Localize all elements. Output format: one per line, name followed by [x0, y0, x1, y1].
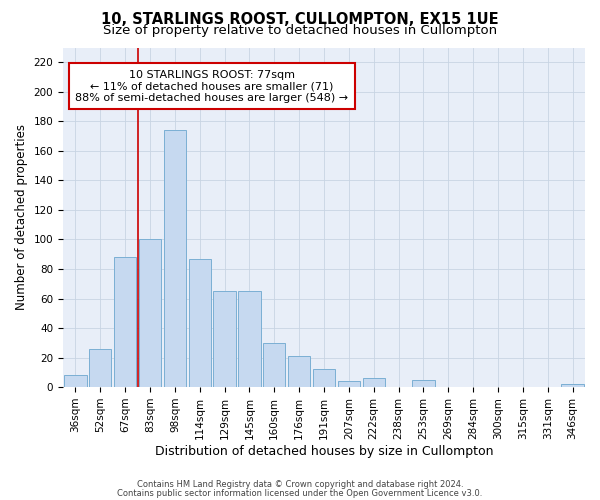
Bar [139, 240, 161, 387]
Bar [164, 130, 186, 387]
Bar [562, 384, 584, 387]
X-axis label: Distribution of detached houses by size in Cullompton: Distribution of detached houses by size … [155, 444, 493, 458]
Bar [64, 376, 86, 387]
Text: Size of property relative to detached houses in Cullompton: Size of property relative to detached ho… [103, 24, 497, 37]
Bar [338, 381, 360, 387]
Bar [263, 343, 286, 387]
Bar [238, 291, 260, 387]
Text: 10 STARLINGS ROOST: 77sqm
← 11% of detached houses are smaller (71)
88% of semi-: 10 STARLINGS ROOST: 77sqm ← 11% of detac… [75, 70, 349, 103]
Bar [188, 258, 211, 387]
Bar [214, 291, 236, 387]
Bar [362, 378, 385, 387]
Text: 10, STARLINGS ROOST, CULLOMPTON, EX15 1UE: 10, STARLINGS ROOST, CULLOMPTON, EX15 1U… [101, 12, 499, 28]
Text: Contains HM Land Registry data © Crown copyright and database right 2024.: Contains HM Land Registry data © Crown c… [137, 480, 463, 489]
Bar [114, 257, 136, 387]
Bar [288, 356, 310, 387]
Text: Contains public sector information licensed under the Open Government Licence v3: Contains public sector information licen… [118, 488, 482, 498]
Y-axis label: Number of detached properties: Number of detached properties [15, 124, 28, 310]
Bar [313, 370, 335, 387]
Bar [89, 348, 112, 387]
Bar [412, 380, 434, 387]
